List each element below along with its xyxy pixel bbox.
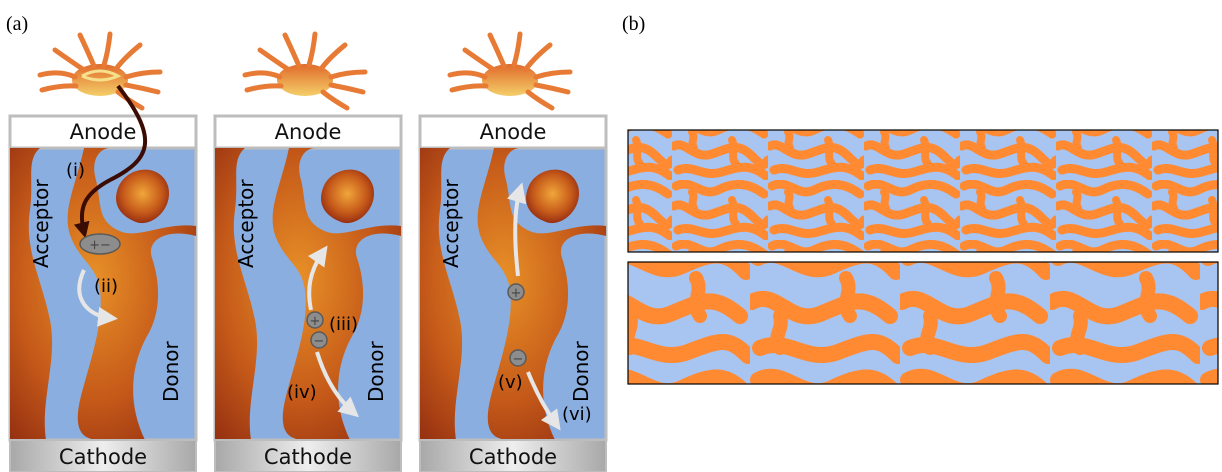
panel-label-a: (a) (6, 13, 28, 35)
cathode-bar (419, 439, 607, 472)
photon-arrow (73, 84, 148, 239)
acceptor-island (526, 169, 580, 224)
acceptor-domain (10, 148, 196, 440)
step-iii-label: (iii) (329, 314, 358, 335)
step-ii-label: (ii) (94, 276, 118, 297)
morphology-coarse (627, 261, 1219, 385)
anode-label: Anode (275, 120, 342, 144)
donor-label: Donor (159, 340, 183, 402)
cathode-label: Cathode (264, 445, 352, 469)
panel-label-b: (b) (622, 13, 645, 35)
acceptor-island (321, 169, 375, 224)
electron-charge: − (513, 352, 524, 367)
step-iv-label: (iv) (287, 382, 317, 403)
cathode-bar (214, 439, 402, 472)
donor-label: Donor (364, 340, 388, 402)
donor-label: Donor (569, 340, 593, 402)
acceptor-island (116, 169, 170, 224)
anode-bar (418, 114, 608, 150)
anode-bar (8, 114, 198, 150)
hole-charge: + (511, 286, 522, 301)
exciton-icon (79, 233, 121, 255)
hole-charge: + (310, 314, 321, 329)
exciton-charge: +− (89, 238, 111, 253)
electron-icon (310, 331, 328, 349)
sun-icon (447, 31, 573, 111)
sun-icon (37, 31, 163, 111)
cathode-label: Cathode (469, 445, 557, 469)
device-step-2: Anode Cathode Acceptor Donor + − (iii) (… (213, 31, 403, 472)
device-step-1: Anode Cathode Acceptor Donor (i) +− (ii) (8, 31, 198, 472)
acceptor-label: Acceptor (439, 179, 463, 268)
hole-transport-arrow (506, 182, 527, 277)
hole-icon (306, 311, 324, 329)
collection-arrow (526, 371, 561, 431)
cathode-label: Cathode (59, 445, 147, 469)
anode-bar (213, 114, 403, 150)
step-vi-label: (vi) (562, 404, 592, 425)
morphology-fine (627, 129, 1219, 253)
hole-icon (507, 283, 525, 301)
acceptor-label: Acceptor (234, 179, 258, 268)
separation-arrow (315, 351, 360, 418)
electron-charge: − (314, 334, 325, 349)
step-v-label: (v) (498, 372, 523, 393)
hole-arrow (307, 245, 328, 311)
diffusion-arrow (77, 269, 118, 327)
anode-label: Anode (480, 120, 547, 144)
electron-icon (509, 349, 527, 367)
acceptor-label: Acceptor (29, 179, 53, 268)
step-i-label: (i) (66, 160, 85, 181)
cathode-bar (9, 439, 197, 472)
device-step-3: Anode Cathode Acceptor Donor + − (v) (vi… (418, 31, 608, 472)
anode-label: Anode (70, 120, 137, 144)
sun-icon (242, 31, 368, 111)
